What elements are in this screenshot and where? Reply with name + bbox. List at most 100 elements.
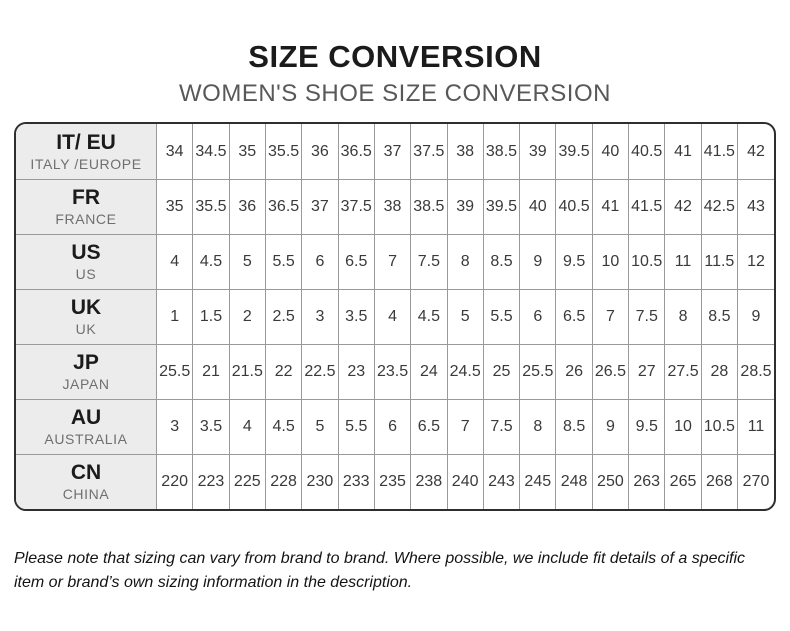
size-value-cell: 35 <box>155 178 194 235</box>
size-value-cell: 24 <box>410 343 448 400</box>
region-code-label: CN <box>70 461 102 485</box>
page-title: SIZE CONVERSION <box>248 39 542 74</box>
size-value-cell: 9 <box>591 398 630 455</box>
size-value-cell: 23 <box>337 343 375 400</box>
size-value-cell: 7 <box>446 398 484 455</box>
size-value-cell: 5.5 <box>482 288 521 345</box>
size-conversion-table-wrapper: IT/ EU ITALY /EUROPE 34 34.5 35 35.5 36 36.5 37 3… <box>14 122 776 512</box>
size-value-cell: 245 <box>519 453 557 510</box>
size-value-cell: 4 <box>155 233 194 290</box>
size-value-cell: 265 <box>664 453 702 510</box>
table-row: AU AUSTRALIA 3 3.5 4 4.5 5 5.5 6 6.5 7 7.5 8 8.5 9 9.5 1… <box>16 398 774 455</box>
size-value-cell: 40.5 <box>628 124 666 180</box>
size-value-cell: 41.5 <box>700 124 739 180</box>
size-value-cell: 35.5 <box>192 178 230 235</box>
region-code-label: US <box>71 241 101 265</box>
size-value-cell: 36.5 <box>337 124 375 180</box>
size-value-cell: 36 <box>228 178 266 235</box>
size-value-cell: 2.5 <box>264 288 303 345</box>
size-value-cell: 233 <box>337 453 375 510</box>
size-value-cell: 228 <box>264 453 303 510</box>
row-header-cell: JP JAPAN <box>16 343 157 400</box>
size-value-cell: 8.5 <box>555 398 593 455</box>
size-value-cell: 39 <box>446 178 484 235</box>
size-value-cell: 225 <box>228 453 266 510</box>
size-value-cell: 24.5 <box>446 343 484 400</box>
size-value-cell: 40 <box>519 178 557 235</box>
size-value-cell: 37.5 <box>337 178 375 235</box>
size-value-cell: 240 <box>446 453 484 510</box>
size-value-cell: 25 <box>482 343 521 400</box>
region-code-label: JP <box>73 351 99 375</box>
size-value-cell: 6 <box>301 233 339 290</box>
size-value-cell: 41.5 <box>628 178 666 235</box>
size-value-cell: 37.5 <box>410 124 448 180</box>
size-value-cell: 220 <box>155 453 194 510</box>
size-value-cell: 10.5 <box>700 398 739 455</box>
size-value-cell: 5.5 <box>337 398 375 455</box>
table-row: CN CHINA 220 223 225 228 230 233 235 238 240 243 245… <box>16 453 774 510</box>
size-value-cell: 8 <box>519 398 557 455</box>
size-value-cell: 39.5 <box>555 124 593 180</box>
size-value-cell: 42 <box>737 124 774 180</box>
size-value-cell: 263 <box>628 453 666 510</box>
table-row: FR FRANCE 35 35.5 36 36.5 37 37.5 38 38.5 39 39.5 40… <box>16 178 774 235</box>
size-value-cell: 11 <box>737 398 774 455</box>
size-value-cell: 12 <box>737 233 774 290</box>
region-name-label: FRANCE <box>55 211 117 228</box>
size-value-cell: 6 <box>373 398 412 455</box>
size-value-cell: 268 <box>700 453 739 510</box>
size-value-cell: 9.5 <box>628 398 666 455</box>
row-header-cell: IT/ EU ITALY /EUROPE <box>16 124 157 180</box>
size-value-cell: 10 <box>591 233 630 290</box>
size-value-cell: 10 <box>664 398 702 455</box>
size-value-cell: 9 <box>737 288 774 345</box>
size-value-cell: 25.5 <box>155 343 194 400</box>
size-value-cell: 22 <box>264 343 303 400</box>
size-value-cell: 28 <box>700 343 739 400</box>
size-value-cell: 1.5 <box>192 288 230 345</box>
size-value-cell: 11.5 <box>700 233 739 290</box>
size-value-cell: 36 <box>301 124 339 180</box>
size-value-cell: 5 <box>228 233 266 290</box>
size-value-cell: 250 <box>591 453 630 510</box>
size-value-cell: 2 <box>228 288 266 345</box>
size-conversion-table: IT/ EU ITALY /EUROPE 34 34.5 35 35.5 36 36.5 37 3… <box>16 124 774 510</box>
size-value-cell: 9.5 <box>555 233 593 290</box>
size-value-cell: 8.5 <box>482 233 521 290</box>
region-code-label: UK <box>70 296 102 320</box>
size-value-cell: 38 <box>373 178 412 235</box>
size-value-cell: 3 <box>155 398 194 455</box>
size-value-cell: 39 <box>519 124 557 180</box>
size-value-cell: 6.5 <box>410 398 448 455</box>
size-value-cell: 5 <box>301 398 339 455</box>
size-value-cell: 42.5 <box>700 178 739 235</box>
size-value-cell: 27 <box>628 343 666 400</box>
size-value-cell: 23.5 <box>373 343 412 400</box>
region-name-label: ITALY /EUROPE <box>30 155 142 172</box>
size-value-cell: 235 <box>373 453 412 510</box>
size-value-cell: 37 <box>301 178 339 235</box>
size-value-cell: 6.5 <box>337 233 375 290</box>
size-value-cell: 34.5 <box>192 124 230 180</box>
size-value-cell: 35.5 <box>264 124 303 180</box>
size-value-cell: 41 <box>591 178 630 235</box>
size-value-cell: 6.5 <box>555 288 593 345</box>
size-value-cell: 1 <box>155 288 194 345</box>
size-value-cell: 8 <box>664 288 702 345</box>
table-row: UK UK 1 1.5 2 2.5 3 3.5 4 4.5 5 5.5 6 6.5 7 7.5 8 8.5 9 <box>16 288 774 345</box>
size-value-cell: 40.5 <box>555 178 593 235</box>
size-value-cell: 40 <box>591 124 630 180</box>
size-value-cell: 22.5 <box>301 343 339 400</box>
size-value-cell: 34 <box>155 124 194 180</box>
region-code-label: AU <box>70 406 102 430</box>
size-value-cell: 3.5 <box>192 398 230 455</box>
size-value-cell: 26 <box>555 343 593 400</box>
size-value-cell: 25.5 <box>519 343 557 400</box>
size-value-cell: 7.5 <box>410 233 448 290</box>
size-value-cell: 8.5 <box>700 288 739 345</box>
region-name-label: US <box>75 266 97 283</box>
size-table-body: IT/ EU ITALY /EUROPE 34 34.5 35 35.5 36 36.5 37 3… <box>16 124 774 510</box>
size-value-cell: 248 <box>555 453 593 510</box>
